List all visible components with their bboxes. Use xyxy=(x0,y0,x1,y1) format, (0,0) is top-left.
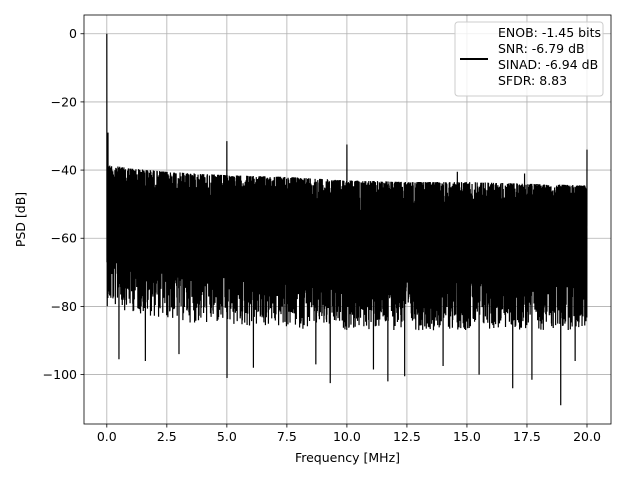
x-tick-label: 20.0 xyxy=(573,429,601,444)
legend-line-text: ENOB: -1.45 bits xyxy=(498,25,601,40)
y-tick-label: −100 xyxy=(43,367,77,382)
legend-line-text: SFDR: 8.83 xyxy=(498,73,567,88)
plot-frame xyxy=(83,14,612,425)
x-tick-label: 12.5 xyxy=(393,429,421,444)
legend-box xyxy=(454,21,604,97)
y-tick-label: −40 xyxy=(51,163,77,178)
legend-line-text: SINAD: -6.94 dB xyxy=(498,57,598,72)
x-tick-label: 7.5 xyxy=(277,429,297,444)
x-tick-label: 2.5 xyxy=(157,429,177,444)
legend-line-text: SNR: -6.79 dB xyxy=(498,41,585,56)
psd-trace xyxy=(106,33,588,406)
x-tick-label: 5.0 xyxy=(217,429,237,444)
x-tick-label: 10.0 xyxy=(333,429,361,444)
x-tick-label: 0.0 xyxy=(97,429,117,444)
y-tick-label: −20 xyxy=(51,94,77,109)
y-tick-label: −60 xyxy=(51,231,77,246)
axis-ticks: 0.0 2.5 5.0 7.5 10.0 12.5 15.0 17.5 20.0 0 −20 −40 −… xyxy=(43,26,601,444)
y-tick-label: 0 xyxy=(69,26,77,41)
y-tick-label: −80 xyxy=(51,299,77,314)
legend-entry-label: ENOB: -1.45 bits SNR: -6.79 dB SINAD: -6.9… xyxy=(498,25,601,88)
x-tick-label: 15.0 xyxy=(453,429,481,444)
y-axis-label: PSD [dB] xyxy=(13,192,28,247)
psd-series xyxy=(106,33,588,406)
x-tick-label: 17.5 xyxy=(513,429,541,444)
x-axis-label: Frequency [MHz] xyxy=(295,450,400,465)
legend: ENOB: -1.45 bits SNR: -6.79 dB SINAD: -6.9… xyxy=(454,21,604,97)
